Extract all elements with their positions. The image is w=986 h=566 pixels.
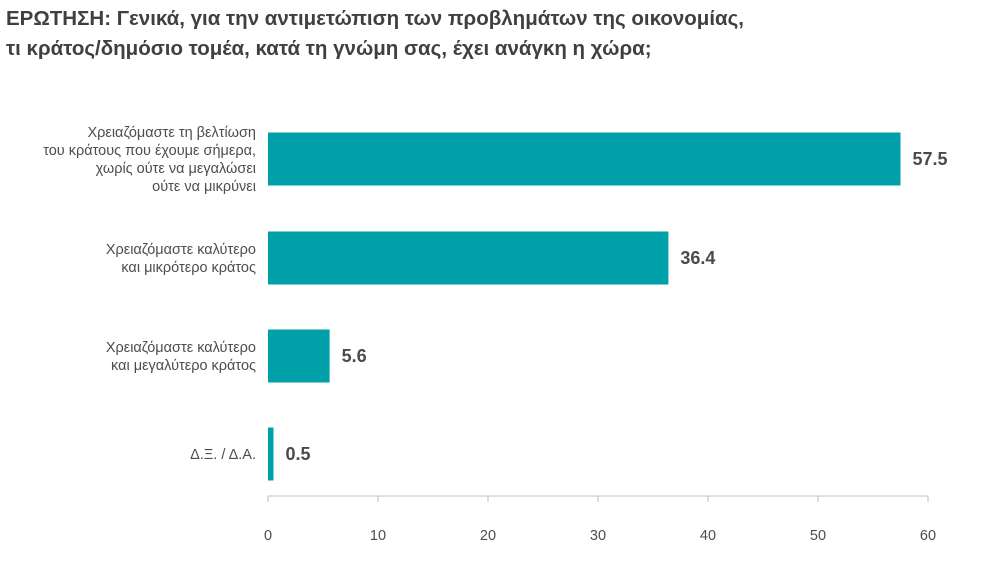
x-tick-label: 0 <box>264 528 272 544</box>
chart-title: ΕΡΩΤΗΣΗ: Γενικά, για την αντιμετώπιση τω… <box>6 4 966 64</box>
x-tick-label: 10 <box>370 528 386 544</box>
bar-value-label: 57.5 <box>913 149 948 169</box>
bar <box>268 329 330 383</box>
x-tick-label: 50 <box>810 528 826 544</box>
category-label-line: Χρειαζόμαστε καλύτερο <box>106 242 256 258</box>
category-label-line: Χρειαζόμαστε τη βελτίωση <box>87 125 256 141</box>
bar <box>268 427 274 481</box>
bar-value-label: 0.5 <box>286 444 311 464</box>
category-label-line: χωρίς ούτε να μεγαλώσει <box>96 161 256 177</box>
bar <box>268 231 669 285</box>
x-tick-label: 60 <box>920 528 936 544</box>
category-label: Χρειαζόμαστε καλύτερο και μεγαλύτερο κράτ… <box>106 340 256 374</box>
category-label-line: ούτε να μικρύνει <box>152 179 256 195</box>
bar-value-label: 36.4 <box>680 248 715 268</box>
category-label-line: του κράτους που έχουμε σήμερα, <box>43 143 256 159</box>
category-label-line: Δ.Ξ. / Δ.Α. <box>190 447 256 463</box>
category-label-line: Χρειαζόμαστε καλύτερο <box>106 340 256 356</box>
category-label-line: και μικρότερο κράτος <box>121 260 256 276</box>
x-tick-label: 30 <box>590 528 606 544</box>
x-tick-label: 40 <box>700 528 716 544</box>
title-line-1: ΕΡΩΤΗΣΗ: Γενικά, για την αντιμετώπιση τω… <box>6 7 744 30</box>
category-label: Δ.Ξ. / Δ.Α. <box>190 447 256 463</box>
title-line-2: τι κράτος/δημόσιο τομέα, κατά τη γνώμη σ… <box>6 37 652 60</box>
category-label: Χρειαζόμαστε καλύτερο και μικρότερο κράτο… <box>106 242 256 276</box>
category-label-line: και μεγαλύτερο κράτος <box>111 358 256 374</box>
bar <box>268 132 901 186</box>
bar-value-label: 5.6 <box>342 346 367 366</box>
x-tick-label: 20 <box>480 528 496 544</box>
category-label: Χρειαζόμαστε τη βελτίωση του κράτους που … <box>43 125 256 195</box>
